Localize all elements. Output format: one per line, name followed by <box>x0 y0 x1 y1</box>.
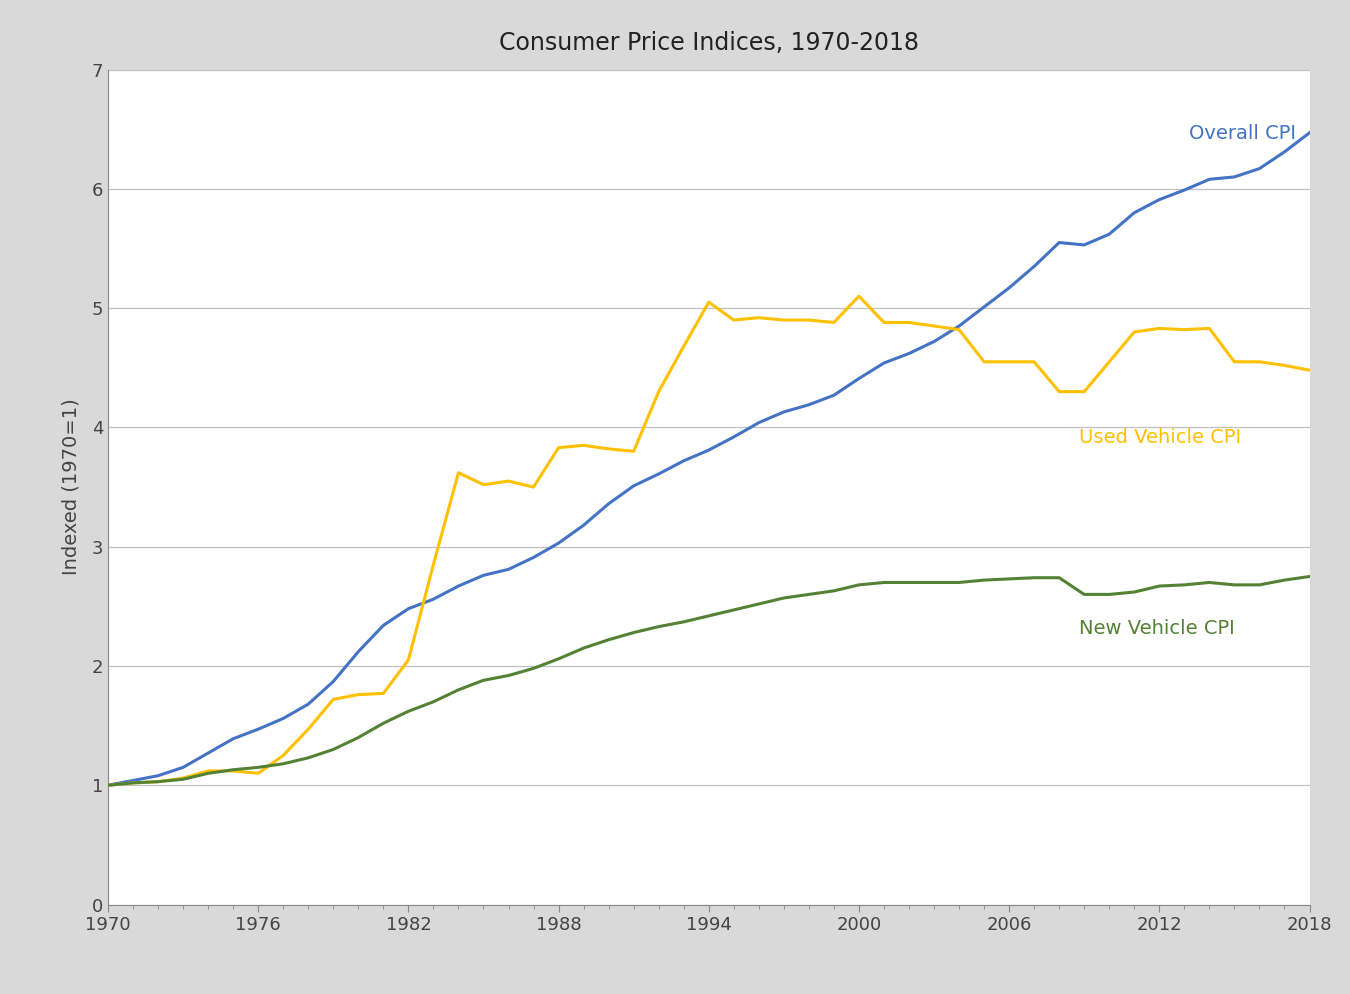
Text: Overall CPI: Overall CPI <box>1189 124 1296 143</box>
Title: Consumer Price Indices, 1970-2018: Consumer Price Indices, 1970-2018 <box>498 31 919 55</box>
Text: New Vehicle CPI: New Vehicle CPI <box>1079 619 1235 638</box>
Text: Used Vehicle CPI: Used Vehicle CPI <box>1079 428 1242 447</box>
Y-axis label: Indexed (1970=1): Indexed (1970=1) <box>62 399 81 576</box>
